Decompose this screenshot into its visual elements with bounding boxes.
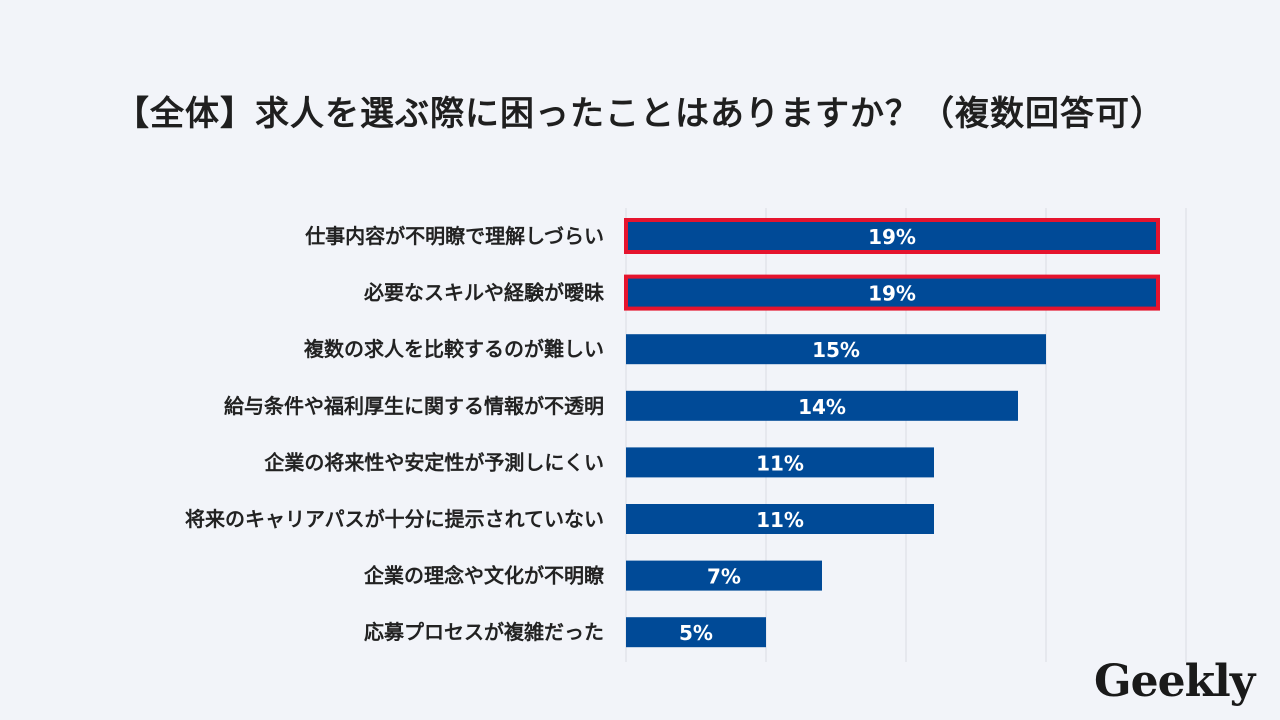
value-label: 5% (679, 621, 713, 645)
highlight-border (624, 218, 1160, 254)
geekly-logo: Geekly (1094, 656, 1255, 707)
bar (626, 390, 1018, 421)
value-label: 7% (707, 565, 741, 589)
category-label: 給与条件や福利厚生に関する情報が不透明 (224, 394, 604, 418)
bar (626, 221, 1158, 251)
category-label: 複数の求人を比較するのが難しい (304, 337, 604, 361)
value-label: 19% (868, 282, 916, 306)
category-label: 将来のキャリアパスが十分に提示されていない (185, 507, 604, 531)
chart-title: 【全体】求人を選ぶ際に困ったことはありますか？（複数回答可） (115, 94, 1165, 134)
value-label: 14% (798, 395, 846, 419)
category-label: 応募プロセスが複雑だった (364, 620, 604, 644)
category-label: 必要なスキルや経験が曖昧 (363, 281, 605, 305)
highlight-border (624, 274, 1160, 311)
value-label: 11% (756, 451, 804, 475)
bar (626, 277, 1158, 308)
bar (626, 617, 766, 648)
category-label: 企業の将来性や安定性が予測しにくい (263, 450, 604, 474)
value-label: 15% (812, 338, 860, 362)
value-label: 11% (756, 508, 804, 532)
category-label: 仕事内容が不明瞭で理解しづらい (304, 224, 604, 248)
bar (626, 560, 822, 591)
bar (626, 504, 934, 534)
bar (626, 447, 934, 478)
category-label: 企業の理念や文化が不明瞭 (363, 564, 605, 588)
value-label: 19% (868, 225, 916, 249)
bar (626, 334, 1046, 365)
